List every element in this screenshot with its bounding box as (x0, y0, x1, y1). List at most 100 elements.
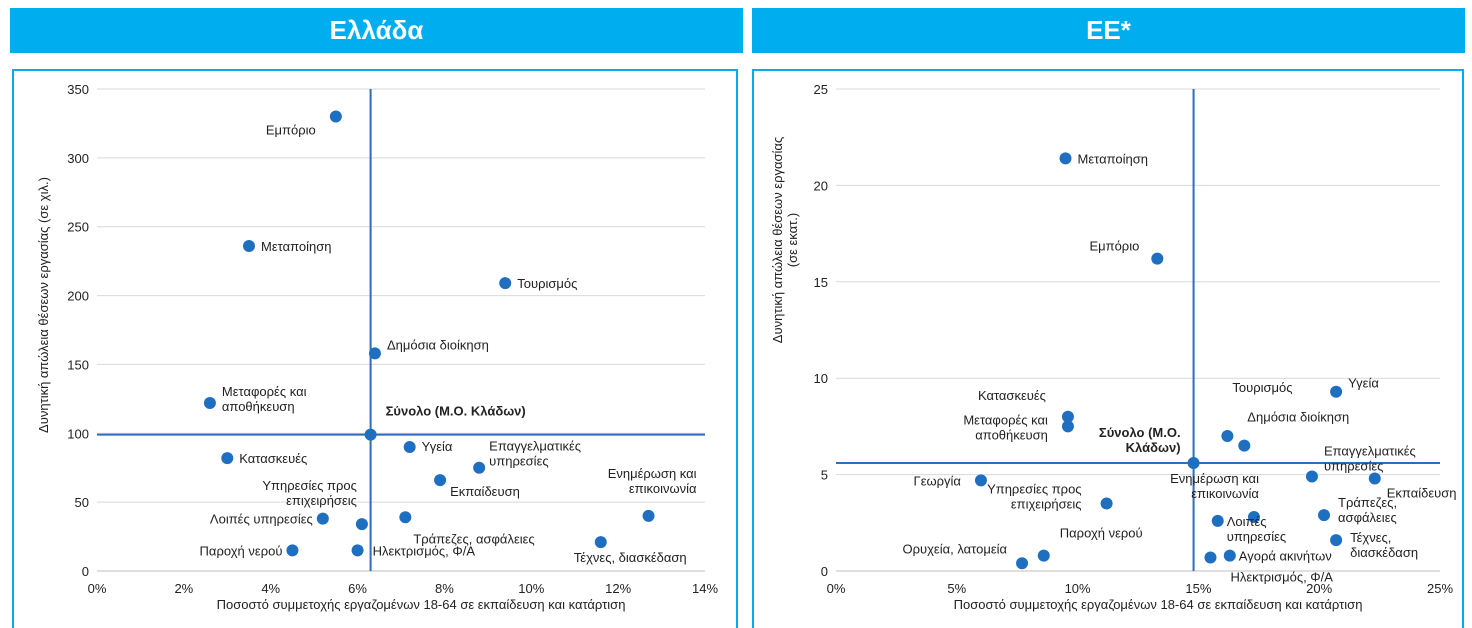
eu-ytick-label: 5 (821, 468, 828, 483)
eu-point-label: Εμπόριο (1089, 239, 1139, 254)
greece-point-label: Εκπαίδευση (450, 484, 520, 499)
eu-point (1247, 511, 1260, 524)
eu-point (1059, 152, 1072, 165)
greece-point-label: Εμπόριο (266, 123, 316, 138)
greece-point-label: Μεταφορές και αποθήκευση (222, 384, 307, 414)
eu-ytick-label: 25 (814, 82, 828, 97)
greece-xtick-label: 6% (348, 581, 367, 596)
eu-point (1318, 509, 1331, 522)
greece-ytick-label: 300 (67, 151, 89, 166)
chart-title-eu: ΕΕ* (752, 8, 1465, 53)
greece-point-label: Τράπεζες, ασφάλειες (413, 531, 534, 546)
greece-point-label: Ενημέρωση και επικοινωνία (608, 466, 697, 496)
eu-point-label: Τέχνες, διασκέδαση (1350, 530, 1418, 560)
greece-ytick-label: 100 (67, 426, 89, 441)
greece-point (355, 518, 368, 531)
greece-point (403, 441, 416, 454)
greece-point-label: Λοιπές υπηρεσίες (210, 512, 313, 527)
eu-point-label: Υγεία (1348, 376, 1379, 391)
greece-xtick-label: 14% (692, 581, 718, 596)
eu-x-axis-label: Ποσοστό συμμετοχής εργαζομένων 18-64 σε … (954, 597, 1363, 612)
eu-point-label: Παροχή νερού (1060, 526, 1143, 541)
eu-point (1238, 439, 1251, 452)
eu-point (974, 474, 987, 487)
greece-xtick-label: 12% (605, 581, 631, 596)
greece-point (499, 277, 512, 290)
eu-xtick-label: 10% (1065, 581, 1091, 596)
eu-point-label: Τουρισμός (1232, 380, 1292, 395)
chart-title-greece: Ελλάδα (10, 8, 743, 53)
eu-point-label: Κατασκευές (978, 388, 1046, 403)
greece-point-label: Δημόσια διοίκηση (387, 337, 489, 352)
greece-point (364, 428, 377, 441)
eu-point-label: Λοιπές υπηρεσίες (1227, 514, 1286, 544)
eu-point-label: Τράπεζες, ασφάλειες (1338, 495, 1397, 525)
eu-xtick-label: 0% (827, 581, 846, 596)
greece-point (351, 544, 364, 557)
eu-xtick-label: 25% (1427, 581, 1453, 596)
greece-point (594, 536, 607, 549)
greece-point-label: Μεταποίηση (261, 239, 331, 254)
eu-point (1187, 457, 1200, 470)
eu-point-label: Δημόσια διοίκηση (1247, 410, 1349, 425)
greece-ytick-label: 150 (67, 357, 89, 372)
chart-frame-eu (752, 69, 1464, 628)
eu-xtick-label: 20% (1306, 581, 1332, 596)
greece-point (642, 509, 655, 522)
greece-y-axis-label: Δυνητική απώλεια θέσεων εργασίας (σε χιλ… (36, 177, 51, 433)
greece-ytick-label: 350 (67, 82, 89, 97)
eu-xtick-label: 15% (1185, 581, 1211, 596)
greece-point (329, 110, 342, 123)
eu-point (1211, 514, 1224, 527)
eu-point (1330, 385, 1343, 398)
eu-point (1037, 549, 1050, 562)
greece-ytick-label: 200 (67, 289, 89, 304)
greece-point (368, 347, 381, 360)
chart-frame-greece (12, 69, 738, 628)
eu-point-label: Ηλεκτρισμός, Φ/Α (1230, 570, 1333, 585)
greece-point (203, 396, 216, 409)
eu-point (1061, 420, 1074, 433)
eu-ytick-label: 20 (814, 178, 828, 193)
greece-xtick-label: 4% (261, 581, 280, 596)
greece-point-label: Τουρισμός (517, 276, 577, 291)
greece-point (399, 511, 412, 524)
greece-xtick-label: 8% (435, 581, 454, 596)
greece-point (316, 512, 329, 525)
greece-xtick-label: 2% (174, 581, 193, 596)
eu-point-label: Σύνολο (Μ.Ο. Κλάδων) (1099, 425, 1181, 455)
greece-point (434, 474, 447, 487)
eu-y-axis-label: Δυνητική απώλεια θέσεων εργασίας(σε εκατ… (770, 137, 800, 343)
eu-point (1016, 557, 1029, 570)
greece-point-label: Υπηρεσίες προς επιχειρήσεις (262, 478, 357, 508)
greece-point (473, 461, 486, 474)
eu-point-label: Μεταφορές και αποθήκευση (963, 412, 1048, 442)
eu-point-label: Επαγγελματικές υπηρεσίες (1324, 444, 1416, 474)
eu-ytick-label: 0 (821, 564, 828, 579)
greece-point-label: Κατασκευές (239, 451, 307, 466)
greece-ytick-label: 0 (82, 564, 89, 579)
greece-xtick-label: 0% (88, 581, 107, 596)
greece-ytick-label: 50 (75, 495, 89, 510)
eu-point (1204, 551, 1217, 564)
greece-point-label: Σύνολο (Μ.Ο. Κλάδων) (386, 404, 526, 419)
greece-point-label: Επαγγελματικές υπηρεσίες (489, 439, 581, 469)
eu-point (1221, 430, 1234, 443)
eu-point (1330, 534, 1343, 547)
greece-point (243, 239, 255, 252)
greece-point-label: Ηλεκτρισμός, Φ/Α (373, 543, 476, 558)
eu-point (1368, 472, 1381, 485)
eu-point (1151, 252, 1164, 265)
eu-point-label: Ενημέρωση και επικοινωνία (1170, 471, 1259, 501)
eu-point-label: Υπηρεσίες προς επιχειρήσεις (987, 482, 1082, 512)
greece-x-axis-label: Ποσοστό συμμετοχής εργαζομένων 18-64 σε … (217, 597, 626, 612)
greece-ytick-label: 250 (67, 220, 89, 235)
greece-point-label: Τέχνες, διασκέδαση (574, 550, 687, 565)
eu-point-label: Γεωργία (914, 473, 962, 488)
eu-point-label: Ορυχεία, λατομεία (902, 541, 1007, 556)
greece-point-label: Υγεία (422, 439, 453, 454)
greece-point (221, 452, 234, 465)
eu-point-label: Εκπαίδευση (1387, 485, 1457, 500)
eu-point (1305, 470, 1318, 483)
